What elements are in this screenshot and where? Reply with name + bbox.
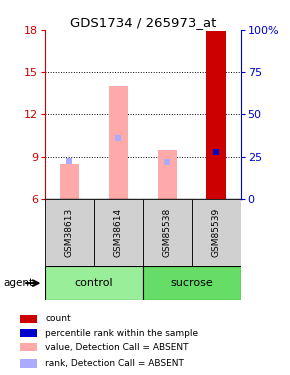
Bar <box>60 164 79 199</box>
Bar <box>192 199 241 266</box>
Bar <box>143 199 192 266</box>
Bar <box>45 266 143 300</box>
Bar <box>94 199 143 266</box>
Bar <box>45 199 94 266</box>
Bar <box>157 150 177 199</box>
Bar <box>206 32 226 199</box>
Text: rank, Detection Call = ABSENT: rank, Detection Call = ABSENT <box>45 359 184 368</box>
Text: value, Detection Call = ABSENT: value, Detection Call = ABSENT <box>45 342 189 351</box>
Text: GSM38614: GSM38614 <box>114 208 123 257</box>
Bar <box>143 266 241 300</box>
Bar <box>20 343 37 351</box>
Text: percentile rank within the sample: percentile rank within the sample <box>45 328 198 338</box>
Text: sucrose: sucrose <box>171 278 213 288</box>
Bar <box>20 315 37 323</box>
Bar <box>20 360 37 368</box>
Text: GSM38613: GSM38613 <box>65 208 74 257</box>
Text: agent: agent <box>3 278 33 288</box>
Text: count: count <box>45 315 71 324</box>
Text: GSM85539: GSM85539 <box>212 208 221 257</box>
Bar <box>206 32 226 199</box>
Title: GDS1734 / 265973_at: GDS1734 / 265973_at <box>70 16 216 29</box>
Text: GSM85538: GSM85538 <box>163 208 172 257</box>
Text: control: control <box>75 278 113 288</box>
Bar <box>20 329 37 337</box>
Bar <box>108 86 128 199</box>
